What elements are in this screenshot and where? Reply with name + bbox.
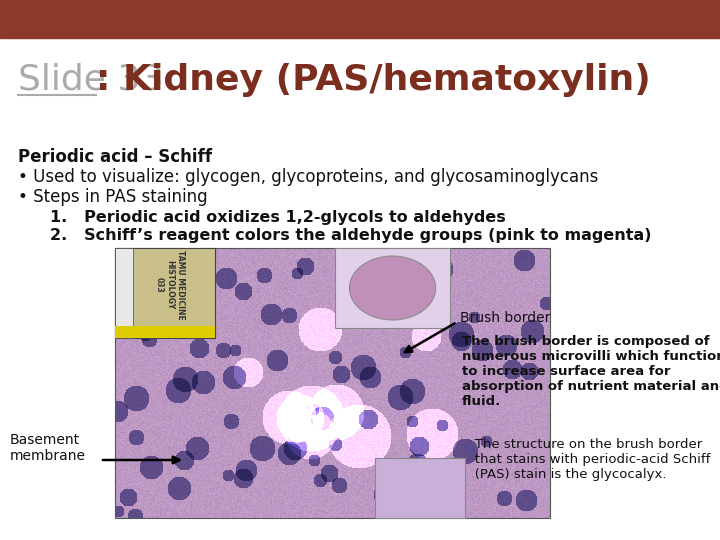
Bar: [115, 326, 215, 338]
Text: Periodic acid – Schiff: Periodic acid – Schiff: [18, 148, 212, 166]
Text: Slide 33: Slide 33: [18, 63, 163, 97]
Ellipse shape: [349, 256, 436, 320]
Text: : Kidney (PAS/hematoxylin): : Kidney (PAS/hematoxylin): [96, 63, 651, 97]
Text: The brush border is composed of
numerous microvilli which function
to increase s: The brush border is composed of numerous…: [462, 335, 720, 408]
Bar: [0, 0, 720, 38]
Bar: [115, 248, 215, 338]
Text: The structure on the brush border
   that stains with periodic-acid Schiff
   (P: The structure on the brush border that s…: [462, 438, 711, 481]
Bar: [115, 248, 550, 518]
Text: Brush border: Brush border: [460, 311, 550, 325]
Bar: [335, 248, 450, 328]
Text: TAMU MEDICINE
HISTOLOGY
033: TAMU MEDICINE HISTOLOGY 033: [155, 250, 185, 320]
Text: 1.   Periodic acid oxidizes 1,2-glycols to aldehydes: 1. Periodic acid oxidizes 1,2-glycols to…: [50, 210, 505, 225]
Text: 2.   Schiff’s reagent colors the aldehyde groups (pink to magenta): 2. Schiff’s reagent colors the aldehyde …: [50, 228, 652, 243]
Bar: [375, 458, 465, 518]
Text: • Steps in PAS staining: • Steps in PAS staining: [18, 188, 207, 206]
Text: Basement
membrane: Basement membrane: [10, 433, 86, 463]
Bar: [115, 248, 133, 338]
Text: • Used to visualize: glycogen, glycoproteins, and glycosaminoglycans: • Used to visualize: glycogen, glycoprot…: [18, 168, 598, 186]
